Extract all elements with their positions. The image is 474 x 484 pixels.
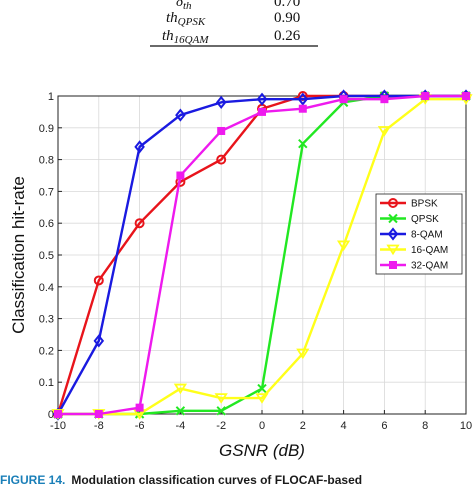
y-tick-label: 0.2	[39, 345, 54, 357]
legend-entry-bpsk: BPSK	[380, 198, 438, 210]
x-tick-label: 0	[259, 420, 265, 432]
table-row-3-label-main: th	[162, 28, 174, 44]
series-line-16-qam	[58, 97, 466, 416]
table-row-2-label-sub: QPSK	[178, 16, 206, 28]
x-tick-label: -2	[216, 420, 226, 432]
data-point-bpsk	[134, 218, 145, 229]
table-row-3-label: th16QAM	[162, 28, 209, 46]
table-row-1-label: δth	[176, 0, 192, 12]
legend-box	[375, 193, 463, 275]
data-point-32-qam	[462, 92, 470, 100]
data-point-16-qam	[255, 393, 269, 404]
legend-entry-16-qam: 16-QAM	[380, 244, 448, 256]
x-tick-label: -10	[50, 420, 66, 432]
x-tick-label: 4	[341, 420, 347, 432]
x-tick-label: 2	[300, 420, 306, 432]
legend-label: 16-QAM	[411, 245, 448, 256]
data-point-32-qam	[54, 410, 62, 418]
legend-label: 32-QAM	[411, 261, 448, 272]
data-point-32-qam	[339, 95, 348, 104]
data-point-16-qam	[377, 126, 392, 137]
x-tick-label: -6	[135, 420, 145, 432]
data-point-32-qam	[217, 126, 226, 135]
table-row-1-label-main: δ	[176, 0, 184, 10]
x-axis-ticks: -10 -8 -6 -4 -2 0 2 4 6 8 10	[50, 410, 472, 432]
data-point-16-qam	[296, 348, 310, 360]
y-tick-label: 0.7	[39, 186, 54, 198]
data-point-8-qam	[297, 92, 309, 106]
caption-text: Modulation classification curves of FLOC…	[71, 473, 362, 484]
y-axis-title: Classification hit-rate	[9, 176, 28, 334]
legend-label: BPSK	[411, 199, 438, 210]
legend-label: 8-QAM	[411, 230, 443, 241]
data-point-8-qam	[256, 92, 268, 106]
legend-entry-qpsk: QPSK	[380, 213, 439, 225]
series-line-8-qam	[56, 94, 466, 415]
legend-entry-32-qam: 32-QAM	[380, 261, 448, 272]
y-tick-label: 0.3	[39, 314, 54, 326]
chart-legend: BPSK QPSK 8-QAM 16-QAM 32-QAM	[375, 193, 463, 275]
legend-marker	[386, 244, 400, 256]
table-row-3-label-sub: 16QAM	[174, 34, 210, 46]
data-point-32-qam	[135, 403, 144, 412]
data-point-32-qam	[94, 410, 103, 418]
legend-marker	[387, 227, 399, 241]
y-axis-ticks: 0 0.1 0.2 0.3 0.4 0.5 0.6 0.7 0.8 0.9 1	[39, 91, 62, 421]
data-point-8-qam	[134, 140, 145, 154]
x-tick-label: 6	[381, 420, 387, 432]
legend-label: QPSK	[411, 214, 439, 225]
data-point-qpsk	[298, 138, 308, 149]
y-tick-label: 1	[48, 91, 54, 103]
series-16-qam	[51, 94, 473, 420]
data-point-qpsk	[216, 406, 226, 416]
x-tick-label: -4	[176, 420, 186, 432]
data-point-8-qam	[215, 95, 227, 109]
data-point-32-qam	[298, 104, 307, 113]
data-point-qpsk	[257, 383, 267, 394]
legend-entry-8-qam: 8-QAM	[380, 227, 443, 241]
table-row-2-value: 0.90	[274, 10, 300, 26]
data-point-16-qam	[336, 240, 351, 252]
table-row-2-label-main: th	[166, 10, 178, 26]
y-tick-label: 0.4	[39, 282, 54, 294]
data-point-bpsk	[93, 275, 104, 286]
caption-label: FIGURE 14.	[0, 473, 65, 484]
data-point-32-qam	[258, 107, 266, 116]
data-point-8-qam	[175, 108, 186, 122]
data-point-32-qam	[380, 95, 389, 104]
data-point-32-qam	[421, 92, 430, 100]
data-point-bpsk	[216, 154, 227, 165]
figure-caption: FIGURE 14. Modulation classification curv…	[0, 473, 362, 484]
y-tick-label: 0.6	[39, 218, 54, 230]
y-tick-label: 0.8	[39, 155, 54, 167]
data-point-8-qam	[93, 334, 105, 348]
x-axis-title: GSNR (dB)	[219, 441, 305, 460]
x-tick-label: 10	[460, 420, 472, 432]
table-row-2-label: thQPSK	[166, 10, 206, 28]
x-tick-label: -8	[94, 420, 104, 432]
threshold-table: δth 0.70 thQPSK 0.90 th16QAM 0.26	[150, 0, 318, 47]
legend-marker	[389, 261, 397, 269]
y-tick-label: 0	[48, 409, 54, 421]
data-point-32-qam	[176, 171, 185, 180]
table-row-3-value: 0.26	[274, 28, 301, 44]
legend-marker	[388, 198, 398, 208]
chart-series	[51, 89, 473, 421]
table-row-1-value: 0.70	[274, 0, 300, 10]
chart: 00.10.20.30.40.50.60.70.80.91 -10 -8 -6 -4-…	[9, 89, 473, 460]
data-point-16-qam	[173, 383, 188, 395]
table-row-1-label-sub: th	[183, 0, 192, 12]
y-tick-label: 0.5	[39, 250, 54, 262]
data-point-16-qam	[214, 393, 228, 404]
x-tick-label: 8	[422, 420, 428, 432]
y-tick-label: 0.1	[39, 377, 54, 389]
series-32-qam	[54, 92, 470, 418]
legend-marker	[388, 213, 398, 224]
y-tick-label: 0.9	[39, 123, 54, 135]
data-point-qpsk	[175, 406, 186, 416]
